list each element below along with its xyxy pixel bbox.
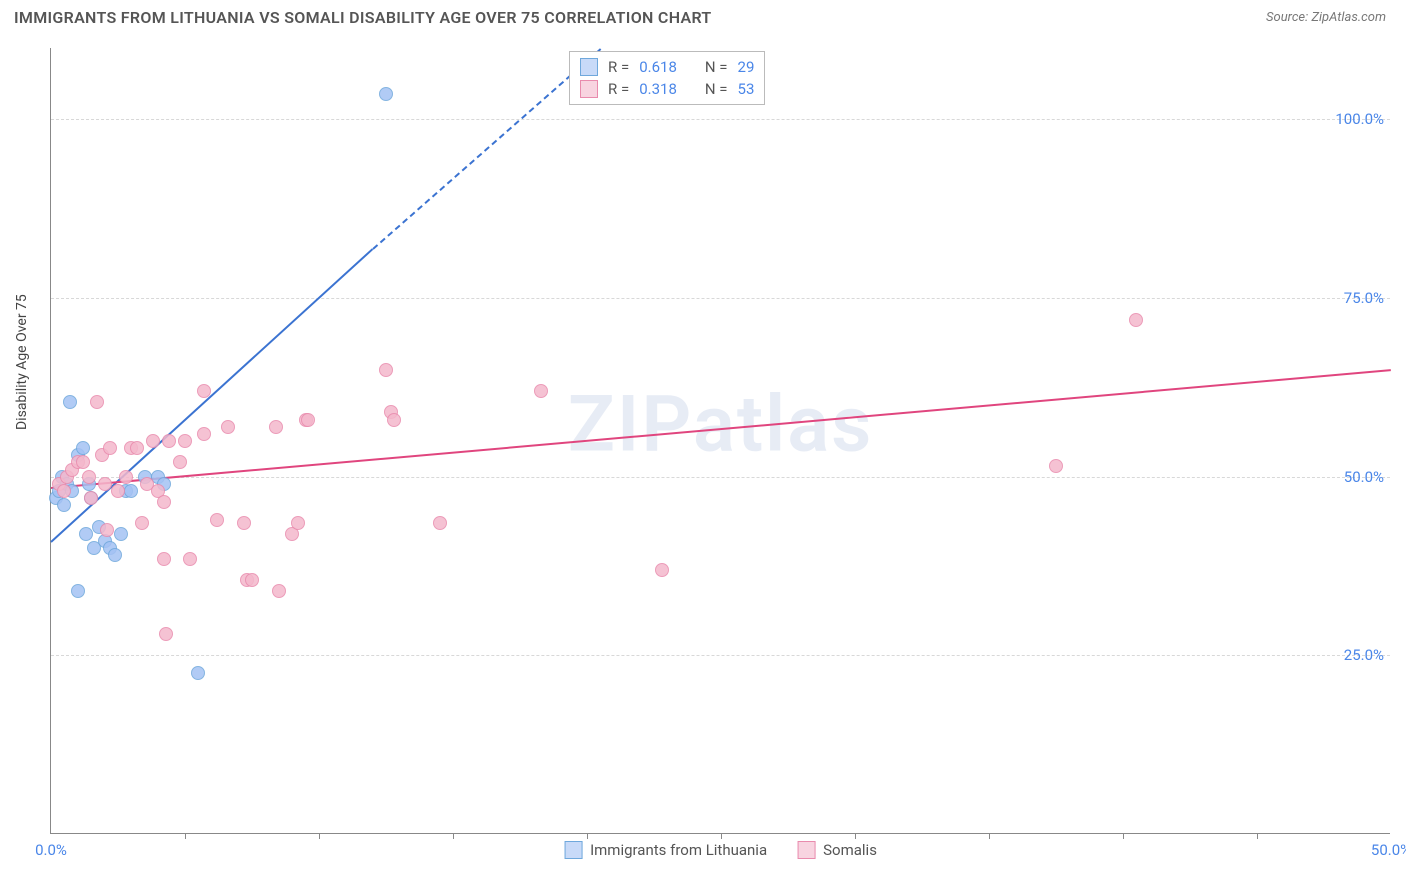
data-point-somali — [1129, 313, 1143, 327]
data-point-lithuania — [191, 666, 205, 680]
x-tick-mark — [453, 833, 454, 839]
data-point-somali — [291, 516, 305, 530]
x-tick-mark — [1257, 833, 1258, 839]
data-point-lithuania — [63, 395, 77, 409]
data-point-somali — [103, 441, 117, 455]
data-point-somali — [157, 495, 171, 509]
x-tick-mark — [721, 833, 722, 839]
data-point-somali — [301, 413, 315, 427]
source-label: Source: — [1266, 10, 1311, 25]
data-point-lithuania — [76, 441, 90, 455]
y-axis-label: Disability Age Over 75 — [14, 294, 30, 430]
gridline — [51, 119, 1390, 120]
trend-line — [372, 48, 601, 250]
data-point-lithuania — [71, 584, 85, 598]
x-tick-label: 0.0% — [35, 841, 67, 859]
data-point-somali — [157, 552, 171, 566]
data-point-somali — [387, 413, 401, 427]
gridline — [51, 298, 1390, 299]
data-point-somali — [84, 491, 98, 505]
data-point-somali — [130, 441, 144, 455]
data-point-somali — [269, 420, 283, 434]
data-point-lithuania — [114, 527, 128, 541]
data-point-somali — [135, 516, 149, 530]
data-point-lithuania — [57, 498, 71, 512]
n-value: 53 — [738, 80, 755, 98]
r-label: R = — [608, 58, 629, 76]
data-point-lithuania — [79, 527, 93, 541]
y-tick-label: 50.0% — [1344, 468, 1384, 486]
gridline — [51, 477, 1390, 478]
r-label: R = — [608, 80, 629, 98]
legend-label: Immigrants from Lithuania — [590, 841, 767, 859]
source-value: ZipAtlas.com — [1311, 10, 1386, 25]
data-point-somali — [119, 470, 133, 484]
gridline — [51, 655, 1390, 656]
series-legend: Immigrants from Lithuania Somalis — [564, 841, 877, 859]
stats-row-somali: R = 0.318 N = 53 — [580, 78, 754, 100]
data-point-somali — [433, 516, 447, 530]
n-label: N = — [705, 80, 728, 98]
data-point-somali — [655, 563, 669, 577]
data-point-somali — [183, 552, 197, 566]
data-point-somali — [237, 516, 251, 530]
r-value: 0.618 — [639, 58, 677, 76]
data-point-somali — [173, 455, 187, 469]
data-point-lithuania — [124, 484, 138, 498]
x-tick-mark — [587, 833, 588, 839]
legend-swatch-somali — [797, 841, 815, 859]
x-tick-mark — [185, 833, 186, 839]
trend-line — [51, 370, 1391, 490]
x-tick-mark — [855, 833, 856, 839]
data-point-somali — [111, 484, 125, 498]
data-point-somali — [245, 573, 259, 587]
x-tick-mark — [989, 833, 990, 839]
data-point-somali — [90, 395, 104, 409]
watermark: ZIPatlas — [568, 379, 874, 470]
data-point-somali — [210, 513, 224, 527]
data-point-somali — [82, 470, 96, 484]
data-point-somali — [197, 427, 211, 441]
x-tick-mark — [1123, 833, 1124, 839]
x-tick-label: 50.0% — [1371, 841, 1406, 859]
y-tick-label: 75.0% — [1344, 289, 1384, 307]
data-point-somali — [221, 420, 235, 434]
swatch-somali — [580, 80, 598, 98]
legend-item-lithuania: Immigrants from Lithuania — [564, 841, 767, 859]
data-point-somali — [534, 384, 548, 398]
data-point-somali — [98, 477, 112, 491]
y-tick-label: 25.0% — [1344, 646, 1384, 664]
chart-title: IMMIGRANTS FROM LITHUANIA VS SOMALI DISA… — [14, 8, 712, 27]
data-point-lithuania — [379, 87, 393, 101]
stats-row-lithuania: R = 0.618 N = 29 — [580, 56, 754, 78]
data-point-somali — [197, 384, 211, 398]
source-attribution: Source: ZipAtlas.com — [1266, 10, 1386, 25]
data-point-somali — [100, 523, 114, 537]
legend-label: Somalis — [823, 841, 877, 859]
data-point-somali — [146, 434, 160, 448]
chart-header: IMMIGRANTS FROM LITHUANIA VS SOMALI DISA… — [0, 0, 1406, 33]
legend-item-somali: Somalis — [797, 841, 877, 859]
data-point-somali — [162, 434, 176, 448]
y-tick-label: 100.0% — [1335, 110, 1384, 128]
x-tick-mark — [319, 833, 320, 839]
r-value: 0.318 — [639, 80, 677, 98]
legend-swatch-lithuania — [564, 841, 582, 859]
stats-legend-box: R = 0.618 N = 29 R = 0.318 N = 53 — [569, 51, 765, 105]
data-point-somali — [178, 434, 192, 448]
data-point-somali — [159, 627, 173, 641]
data-point-somali — [76, 455, 90, 469]
scatter-plot-area: ZIPatlas 25.0%50.0%75.0%100.0%0.0%50.0%R… — [50, 48, 1390, 834]
n-value: 29 — [738, 58, 755, 76]
data-point-lithuania — [108, 548, 122, 562]
n-label: N = — [705, 58, 728, 76]
swatch-lithuania — [580, 58, 598, 76]
data-point-somali — [379, 363, 393, 377]
data-point-somali — [272, 584, 286, 598]
data-point-somali — [1049, 459, 1063, 473]
data-point-somali — [57, 484, 71, 498]
